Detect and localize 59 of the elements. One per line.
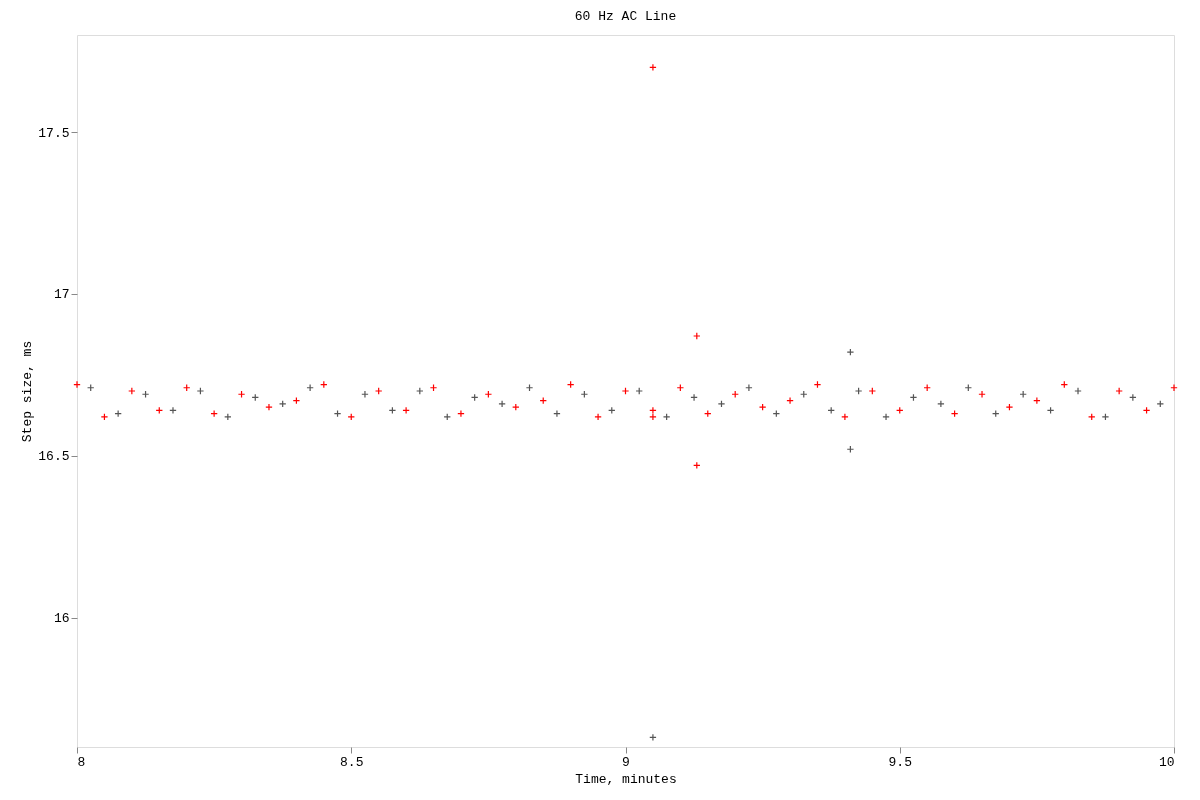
point [1129, 393, 1137, 402]
y-tick-label: 17.5 [38, 125, 70, 141]
point [361, 390, 369, 398]
y-tick-label: 17 [53, 287, 70, 303]
point [278, 400, 287, 408]
point [416, 387, 424, 395]
point [868, 387, 877, 395]
point [374, 387, 383, 395]
point [128, 387, 136, 395]
point [854, 387, 863, 395]
point [662, 413, 671, 421]
point [402, 406, 410, 415]
x-tick-label: 8 [77, 754, 86, 770]
point [1087, 413, 1096, 421]
point [1074, 387, 1082, 395]
point [717, 400, 726, 408]
point [196, 387, 205, 395]
point [306, 384, 314, 392]
point [745, 384, 753, 392]
point [553, 409, 561, 418]
point [114, 409, 122, 418]
point [786, 396, 794, 405]
point [621, 387, 630, 395]
point [693, 332, 701, 340]
point [594, 413, 602, 421]
x-tick-label: 9.5 [888, 754, 912, 770]
point [635, 387, 643, 395]
point [169, 406, 177, 415]
point [265, 403, 273, 411]
point [1156, 400, 1165, 408]
point [498, 400, 506, 408]
x-axis-title: Time, minutes [575, 771, 677, 787]
x-tick-label: 9 [622, 754, 630, 770]
point [937, 400, 945, 408]
point [1101, 413, 1110, 421]
point [1170, 384, 1178, 392]
y-axis-title: Step size, ms [20, 340, 36, 443]
point [690, 393, 698, 402]
x-tick-label: 8.5 [340, 754, 364, 770]
point [1033, 396, 1041, 405]
point [841, 413, 849, 421]
x-tick-label: 10 [1158, 754, 1175, 770]
point [100, 413, 109, 421]
point [443, 413, 451, 421]
point [457, 409, 465, 418]
point [1115, 387, 1123, 395]
point [210, 409, 218, 418]
y-tick-label: 16 [53, 611, 70, 627]
point [649, 413, 657, 421]
y-tick-label: 16.5 [38, 449, 70, 465]
point [224, 413, 232, 421]
point [978, 390, 986, 398]
point [73, 380, 81, 389]
point [882, 413, 890, 421]
point [649, 63, 657, 72]
chart-title: 60 Hz AC Line [574, 9, 677, 24]
point [347, 413, 356, 421]
point [649, 406, 657, 415]
point [649, 733, 657, 742]
